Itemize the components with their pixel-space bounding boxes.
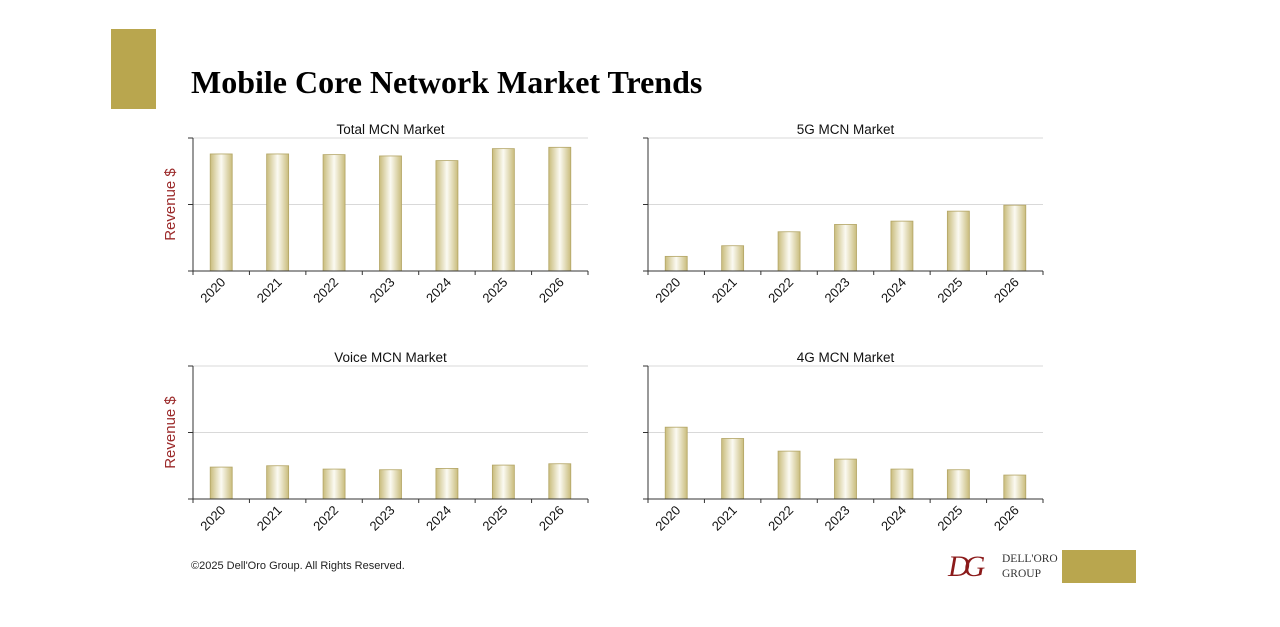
logo-wordmark: DELL'ORO GROUP [1002,552,1058,582]
bar-2024 [435,468,459,500]
x-tick-label: 2023 [367,275,398,306]
x-tick-label: 2021 [709,275,740,306]
x-tick-label: 2023 [367,503,398,534]
x-tick-label: 2024 [423,503,454,534]
bar-2026 [548,146,572,272]
bar-2022 [322,154,346,272]
x-tick-label: 2025 [934,275,965,306]
x-tick-label: 2020 [652,503,683,534]
slide-background [110,25,1136,603]
x-tick-label: 2020 [197,503,228,534]
bar-2025 [491,148,515,272]
bar-2025 [946,469,970,500]
x-tick-label: 2022 [310,275,341,306]
x-tick-label: 2025 [479,503,510,534]
bar-2022 [777,450,801,500]
bar-2023 [834,224,857,272]
bar-2021 [721,438,745,500]
accent-block-bottom [1062,550,1136,583]
bar-2020 [664,255,688,272]
bar-2023 [379,469,402,500]
chart-voice-mcn: Voice MCN Market Revenue $ 2020 2021 2022 202… [162,350,589,534]
x-tick-label: 2023 [822,275,853,306]
delloro-logo: DG DELL'ORO GROUP [948,549,1060,587]
chart-title: 4G MCN Market [797,350,895,365]
bar-2025 [491,464,515,500]
x-tick-label: 2024 [878,275,909,306]
x-tick-label: 2020 [197,275,228,306]
bar-2024 [890,220,914,272]
x-tick-label: 2026 [991,275,1022,306]
x-tick-label: 2025 [934,503,965,534]
x-tick-label: 2024 [423,275,454,306]
bar-2020 [664,426,688,500]
chart-title: 5G MCN Market [797,122,895,137]
x-tick-label: 2026 [536,503,567,534]
x-tick-label: 2020 [652,275,683,306]
x-tick-label: 2021 [254,275,285,306]
logo-mark: DG [948,550,985,583]
bar-2023 [379,155,402,272]
bar-2020 [209,153,233,272]
bar-2025 [946,210,970,272]
x-tick-label: 2022 [765,275,796,306]
bar-2021 [266,465,290,500]
x-tick-label: 2024 [878,503,909,534]
logo-line-2: GROUP [1002,568,1041,580]
accent-block-top [111,29,156,109]
x-tick-label: 2026 [991,503,1022,534]
bar-2022 [777,231,801,272]
bar-2026 [548,463,572,500]
chart-5g-mcn: 5G MCN Market 2020 2021 2022 2023 2024 2025 202… [643,122,1044,306]
x-tick-label: 2023 [822,503,853,534]
bar-2024 [890,468,914,500]
chart-title: Voice MCN Market [334,350,447,365]
chart-total-mcn: Total MCN Market Revenue $ 2020 2021 2022 202… [162,122,589,306]
x-tick-label: 2025 [479,275,510,306]
bar-2021 [721,245,745,272]
logo-line-1: DELL'ORO [1002,553,1058,565]
x-tick-label: 2022 [310,503,341,534]
bar-2024 [435,160,459,272]
page-title: Mobile Core Network Market Trends [191,64,703,100]
y-axis-label: Revenue $ [162,168,179,241]
bar-2026 [1003,474,1027,500]
x-tick-label: 2021 [254,503,285,534]
bar-2020 [209,466,233,500]
bar-2022 [322,468,346,500]
x-tick-label: 2026 [536,275,567,306]
y-axis-label: Revenue $ [162,396,179,469]
chart-4g-mcn: 4G MCN Market 2020 2021 2022 2023 2024 2025 202… [643,350,1044,534]
x-tick-label: 2022 [765,503,796,534]
bar-2021 [266,153,290,272]
x-tick-label: 2021 [709,503,740,534]
chart-title: Total MCN Market [336,122,444,137]
bar-2026 [1003,204,1027,272]
bar-2023 [834,458,857,500]
copyright-text: ©2025 Dell'Oro Group. All Rights Reserve… [191,560,405,572]
